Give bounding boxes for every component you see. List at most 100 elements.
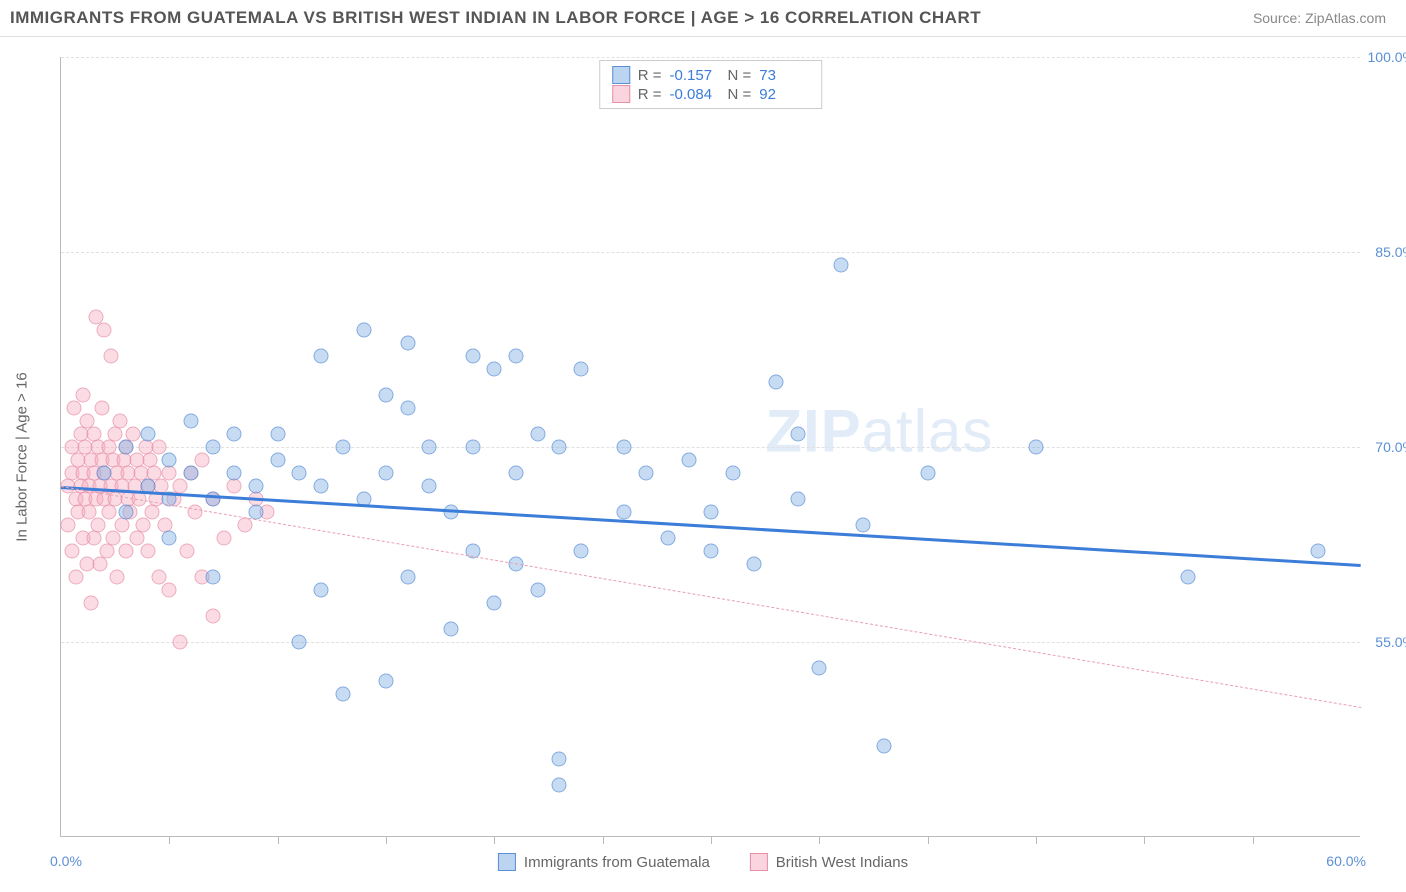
- scatter-point: [110, 570, 125, 585]
- scatter-point: [314, 479, 329, 494]
- scatter-point: [112, 414, 127, 429]
- scatter-point: [574, 544, 589, 559]
- legend-label: British West Indians: [776, 854, 908, 871]
- scatter-point: [140, 427, 155, 442]
- scatter-point: [1180, 570, 1195, 585]
- legend-label: Immigrants from Guatemala: [524, 854, 710, 871]
- scatter-point: [249, 479, 264, 494]
- scatter-point: [108, 427, 123, 442]
- scatter-point: [270, 453, 285, 468]
- scatter-point: [205, 440, 220, 455]
- scatter-point: [422, 440, 437, 455]
- scatter-point: [90, 518, 105, 533]
- x-tick: [711, 836, 712, 844]
- y-tick-label: 100.0%: [1368, 49, 1406, 65]
- scatter-point: [119, 440, 134, 455]
- source-label: Source: ZipAtlas.com: [1253, 10, 1386, 26]
- n-value: 73: [759, 67, 809, 84]
- scatter-point: [151, 570, 166, 585]
- scatter-point: [855, 518, 870, 533]
- gridline: [61, 642, 1360, 643]
- scatter-point: [97, 323, 112, 338]
- scatter-point: [444, 622, 459, 637]
- scatter-point: [292, 466, 307, 481]
- scatter-point: [205, 609, 220, 624]
- scatter-point: [227, 466, 242, 481]
- scatter-point: [357, 323, 372, 338]
- scatter-point: [119, 544, 134, 559]
- scatter-point: [552, 440, 567, 455]
- scatter-point: [400, 401, 415, 416]
- scatter-point: [227, 479, 242, 494]
- scatter-point: [834, 258, 849, 273]
- scatter-point: [93, 557, 108, 572]
- scatter-point: [184, 466, 199, 481]
- x-tick: [1144, 836, 1145, 844]
- stats-row: R =-0.157N =73: [612, 66, 810, 84]
- y-tick-label: 55.0%: [1375, 634, 1406, 650]
- legend-item: British West Indians: [750, 853, 908, 871]
- scatter-point: [292, 635, 307, 650]
- x-tick: [1036, 836, 1037, 844]
- scatter-point: [379, 388, 394, 403]
- scatter-point: [617, 505, 632, 520]
- n-label: N =: [728, 86, 752, 103]
- scatter-point: [151, 440, 166, 455]
- scatter-point: [1029, 440, 1044, 455]
- x-tick: [819, 836, 820, 844]
- scatter-point: [179, 544, 194, 559]
- scatter-point: [103, 349, 118, 364]
- scatter-point: [60, 518, 75, 533]
- legend-swatch: [612, 66, 630, 84]
- x-tick: [278, 836, 279, 844]
- scatter-point: [422, 479, 437, 494]
- x-axis-min-label: 0.0%: [50, 853, 82, 869]
- scatter-point: [487, 596, 502, 611]
- scatter-point: [574, 362, 589, 377]
- scatter-point: [86, 531, 101, 546]
- chart-container: In Labor Force | Age > 16 ZIPatlas R =-0…: [10, 37, 1396, 877]
- x-tick: [494, 836, 495, 844]
- scatter-point: [114, 518, 129, 533]
- scatter-point: [400, 336, 415, 351]
- x-tick: [1253, 836, 1254, 844]
- plot-area: ZIPatlas R =-0.157N =73R =-0.084N =92 55…: [60, 57, 1360, 837]
- x-tick: [928, 836, 929, 844]
- scatter-point: [97, 466, 112, 481]
- scatter-point: [465, 349, 480, 364]
- scatter-point: [877, 739, 892, 754]
- scatter-point: [465, 440, 480, 455]
- scatter-point: [530, 427, 545, 442]
- scatter-point: [205, 570, 220, 585]
- scatter-point: [314, 583, 329, 598]
- gridline: [61, 252, 1360, 253]
- scatter-point: [270, 427, 285, 442]
- legend-item: Immigrants from Guatemala: [498, 853, 710, 871]
- scatter-point: [64, 544, 79, 559]
- scatter-point: [140, 544, 155, 559]
- scatter-point: [95, 401, 110, 416]
- scatter-point: [682, 453, 697, 468]
- scatter-point: [509, 466, 524, 481]
- y-tick-label: 70.0%: [1375, 439, 1406, 455]
- scatter-point: [639, 466, 654, 481]
- x-tick: [169, 836, 170, 844]
- scatter-point: [335, 440, 350, 455]
- scatter-point: [67, 401, 82, 416]
- x-tick: [386, 836, 387, 844]
- scatter-point: [660, 531, 675, 546]
- scatter-point: [145, 505, 160, 520]
- scatter-point: [379, 466, 394, 481]
- x-tick: [603, 836, 604, 844]
- scatter-point: [188, 505, 203, 520]
- scatter-point: [162, 583, 177, 598]
- scatter-point: [205, 492, 220, 507]
- scatter-point: [725, 466, 740, 481]
- legend-swatch: [750, 853, 768, 871]
- scatter-point: [238, 518, 253, 533]
- scatter-point: [400, 570, 415, 585]
- r-label: R =: [638, 86, 662, 103]
- gridline: [61, 57, 1360, 58]
- scatter-point: [227, 427, 242, 442]
- gridline: [61, 447, 1360, 448]
